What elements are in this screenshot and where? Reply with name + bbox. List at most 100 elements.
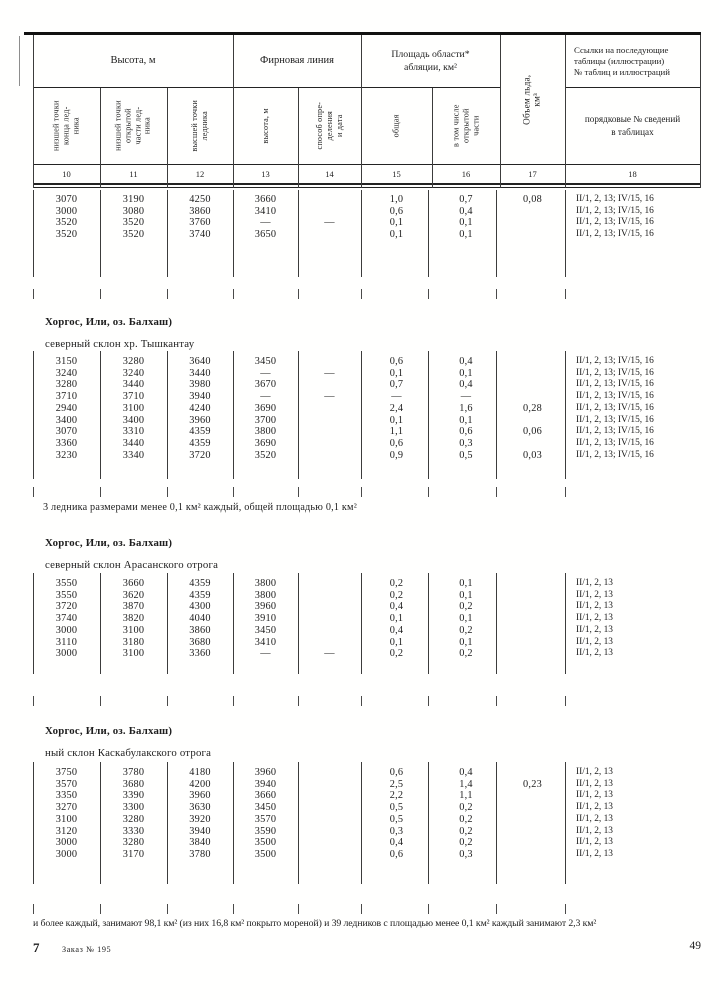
- column-number: 18: [628, 169, 637, 179]
- table-cell: 0,2: [389, 578, 404, 589]
- table-cell: 0,5: [389, 802, 404, 814]
- table-cell: 3780: [122, 767, 145, 778]
- table-cell: II/1, 2, 13: [576, 802, 613, 813]
- table-cell: II/1, 2, 13: [576, 825, 613, 836]
- table-cell: 3440: [189, 367, 211, 379]
- column-header-lowest-terminus: низшей точки конца лед- ника: [33, 88, 100, 164]
- table-cell: —: [324, 648, 335, 660]
- table-cell: [298, 578, 361, 590]
- section-subtitle: ный склон Каскабулакского отрога: [45, 747, 212, 759]
- table-cell: [500, 625, 565, 637]
- column-number: 15: [392, 169, 401, 179]
- table-cell: 3080: [122, 205, 145, 217]
- column-header-label: общая: [391, 114, 401, 138]
- table-cell: 3190: [122, 194, 145, 205]
- header-rule: [33, 35, 34, 188]
- table-cell: II/1, 2, 13; IV/15, 16: [576, 367, 654, 378]
- glacier-table-row: 3100 3280 3920 3570 0,5 0,2 II/1, 2, 13: [33, 814, 700, 826]
- table-cell: [298, 790, 361, 802]
- table-cell: II/1, 2, 13; IV/15, 16: [576, 426, 654, 437]
- column-rule: [33, 351, 34, 479]
- table-cell: 3720: [55, 601, 78, 613]
- column-rule: [298, 190, 299, 277]
- column-continuation-tick: [361, 696, 363, 706]
- table-cell: [298, 814, 361, 826]
- column-rule: [233, 573, 234, 674]
- column-header-ice-volume-label: Объем льда, км³: [521, 74, 542, 126]
- table-cell: 0,3: [459, 848, 473, 860]
- table-cell: 3180: [122, 636, 145, 648]
- table-cell: 3650: [254, 229, 277, 241]
- table-cell: 0,1: [389, 414, 404, 426]
- header-double-rule-bottom: [33, 187, 700, 188]
- column-rule: [100, 190, 101, 277]
- column-number: 11: [129, 169, 138, 179]
- table-cell: II/1, 2, 13; IV/15, 16: [576, 205, 654, 216]
- table-cell: 3940: [189, 825, 211, 837]
- table-cell: 3570: [254, 813, 277, 825]
- column-rule: [100, 573, 101, 674]
- table-cell: 0,1: [389, 613, 404, 625]
- column-rule: [33, 190, 34, 277]
- table-cell: 0,2: [459, 802, 473, 814]
- column-header-label: способ опре- деления и дата: [314, 102, 344, 150]
- column-rule: [565, 762, 566, 884]
- table-cell: 3100: [122, 624, 145, 636]
- table-cell: 3000: [55, 837, 78, 849]
- column-continuation-tick: [496, 289, 498, 299]
- table-cell: 3680: [189, 636, 211, 648]
- table-cell: 4300: [189, 601, 211, 613]
- table-cell: 3280: [122, 837, 145, 849]
- table-cell: 3840: [189, 837, 211, 849]
- table-cell: [298, 194, 361, 206]
- header-rule: [700, 35, 701, 188]
- table-cell: 3940: [189, 391, 211, 403]
- glacier-table-row: 3000 3280 3840 3500 0,4 0,2 II/1, 2, 13: [33, 837, 700, 849]
- table-cell: 0,2: [459, 648, 473, 660]
- glacier-table-row: 3520 3520 3740 3650 0,1 0,1 II/1, 2, 13; IV/15…: [33, 229, 700, 241]
- table-cell: 3000: [55, 848, 78, 860]
- table-cell: 0,2: [459, 825, 473, 837]
- table-cell: [298, 637, 361, 649]
- table-cell: 3740: [55, 613, 78, 625]
- table-cell: II/1, 2, 13: [576, 767, 613, 777]
- table-cell: 3640: [189, 356, 211, 367]
- table-cell: [500, 415, 565, 427]
- header-rule: [233, 35, 234, 188]
- table-cell: [298, 802, 361, 814]
- table-cell: 3280: [55, 379, 78, 391]
- column-rule: [496, 762, 497, 884]
- table-cell: II/1, 2, 13: [576, 624, 613, 635]
- table-cell: 0,5: [389, 813, 404, 825]
- column-continuation-tick: [167, 487, 169, 497]
- group-divider-ablation: [361, 87, 500, 88]
- table-cell: 0,6: [389, 356, 404, 367]
- column-rule: [428, 190, 429, 277]
- column-continuation-tick: [33, 696, 35, 706]
- column-rule: [298, 573, 299, 674]
- table-cell: [298, 438, 361, 450]
- table-cell: —: [391, 391, 402, 403]
- table-cell: 3000: [55, 205, 78, 217]
- table-cell: 3800: [254, 426, 277, 438]
- table-cell: 3500: [254, 848, 277, 860]
- column-continuation-tick: [100, 289, 102, 299]
- table-cell: 0,2: [389, 648, 404, 660]
- column-continuation-tick: [233, 487, 235, 497]
- table-cell: II/1, 2, 13; IV/15, 16: [576, 437, 654, 448]
- table-cell: 4359: [189, 426, 211, 438]
- column-continuation-tick: [428, 696, 430, 706]
- table-cell: 3000: [55, 624, 78, 636]
- column-continuation-tick: [565, 904, 567, 914]
- page-bottom-note: и более каждый, занимают 98,1 км² (из ни…: [33, 918, 597, 929]
- glacier-table-row: 3550 3620 4359 3800 0,2 0,1 II/1, 2, 13: [33, 590, 700, 602]
- column-rule: [361, 190, 362, 277]
- table-cell: [500, 229, 565, 241]
- table-cell: 3100: [122, 402, 145, 414]
- glacier-table-row: 3150 3280 3640 3450 0,6 0,4 II/1, 2, 13; IV/15…: [33, 356, 700, 368]
- table-cell: 3690: [254, 402, 277, 414]
- column-rule: [167, 190, 168, 277]
- column-continuation-tick: [565, 289, 567, 299]
- table-cell: [298, 779, 361, 791]
